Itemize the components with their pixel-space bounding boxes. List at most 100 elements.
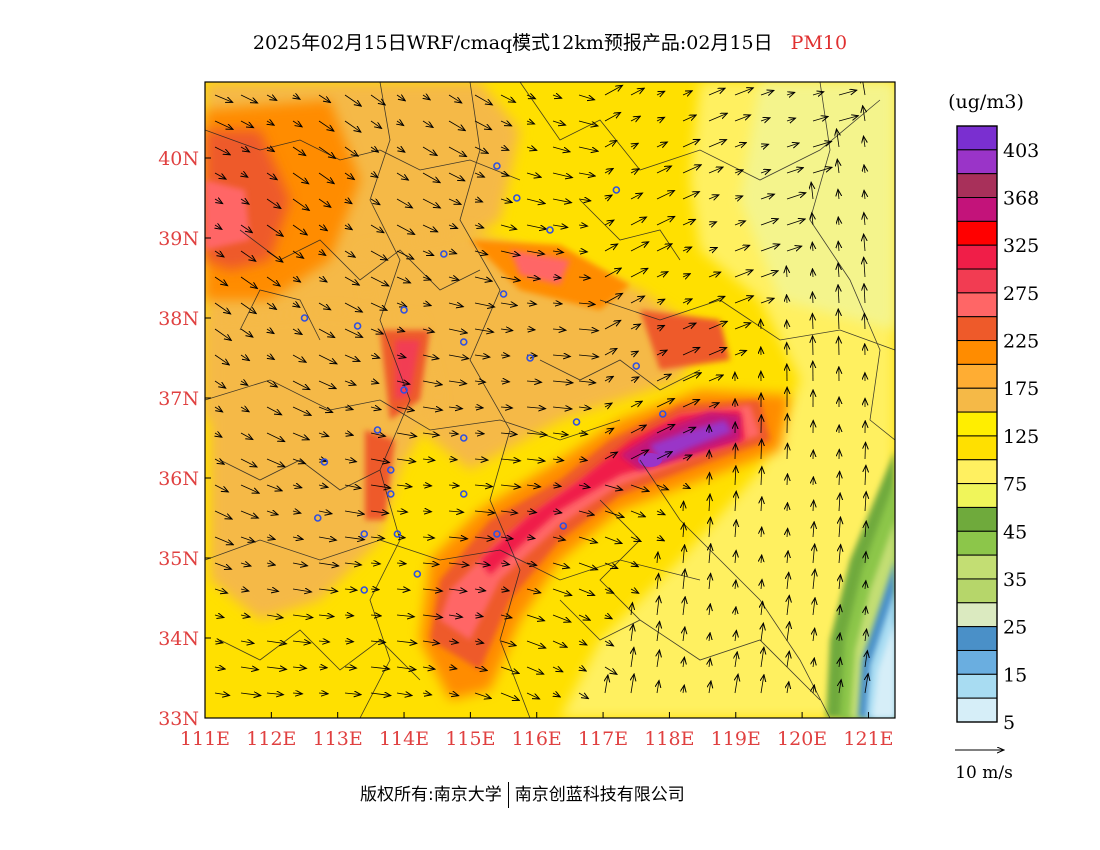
wind-arrow [683,597,685,616]
wind-arrow [708,272,721,277]
wind-arrow [448,667,457,669]
wind-arrow [422,537,434,538]
wind-arrow [604,244,618,252]
wind-arrow [735,520,736,538]
wind-arrow [734,170,743,173]
wind-arrow [657,681,659,694]
wind-arrow [683,627,685,642]
wind-arrow [604,141,617,148]
wind-arrow [812,314,813,330]
lon-label: 118E [644,728,694,750]
wind-arrow [630,193,642,200]
wind-arrow [292,667,306,668]
wind-arrow [474,589,486,591]
wind-arrow [578,615,590,620]
wind-arrow [266,641,286,644]
wind-arrow [839,471,840,486]
wind-arrow [370,329,383,334]
legend-swatch [956,244,998,270]
wind-arrow [656,399,674,408]
wind-arrow [422,355,439,359]
wind-arrow [526,224,547,229]
wind-arrow [370,485,391,488]
company-name: 南京创蓝科技有限公司 [514,785,685,805]
wind-arrow [605,615,612,619]
station-marker [413,570,422,578]
wind-arrow [422,693,431,695]
wind-arrow [500,615,512,618]
wind-arrow [266,484,282,491]
wind-arrow [500,485,521,487]
wind-arrow [240,407,249,412]
wind-arrow [578,251,587,252]
wind-arrow [318,225,327,231]
wind-arrow [526,692,540,699]
wind-arrow [863,136,865,148]
wind-arrow [396,485,412,487]
wind-arrow [631,674,634,694]
wind-arrow [266,432,285,442]
wind-arrow [215,225,222,229]
wind-arrow [370,667,389,669]
wind-arrow [708,113,727,122]
wind-arrow [318,537,336,540]
wind-arrow [578,485,590,487]
wind-arrow [578,693,588,699]
wind-arrow [422,277,431,280]
wind-arrow [344,459,356,462]
wind-arrow [422,198,440,208]
wind-arrow [422,563,439,564]
wind-arrow [474,459,488,460]
wind-arrow [422,615,443,617]
station-marker [612,186,621,194]
wind-arrow [708,140,727,148]
wind-arrow [292,250,304,258]
station-marker [526,354,534,362]
wind-arrow [865,442,866,460]
wind-arrow [708,167,723,174]
wind-arrow [630,537,641,541]
wind-arrow [761,675,764,694]
wind-arrow [552,251,563,252]
wind-arrow [526,303,536,304]
wind-arrow [396,667,416,670]
wind-arrow [319,251,326,255]
legend-swatch [956,197,998,222]
footer-divider [507,782,509,808]
wind-arrow [552,172,572,178]
wind-arrow [370,641,385,642]
wind-arrow [214,615,224,617]
wind-arrow [500,225,517,229]
wind-arrow [812,116,828,121]
wind-arrow [292,432,309,440]
wind-arrow [683,274,690,277]
wind-arrow [500,94,515,102]
wind-arrow [578,407,591,409]
wind-arrow [370,589,379,590]
wind-arrow [682,323,696,330]
wind-arrow [500,303,517,306]
wind-arrow [836,129,839,148]
station-marker [400,306,408,314]
wind-arrow [761,579,762,590]
wind-arrow [839,605,840,616]
wind-arrow [474,692,491,698]
wind-arrow [604,536,622,543]
wind-arrow [344,537,364,540]
wind-arrow [240,120,254,128]
wind-arrow [630,377,639,381]
wind-arrow [630,450,649,460]
wind-arrow [630,116,640,121]
wind-arrow [214,407,223,412]
wind-arrow [786,246,802,251]
wind-arrow [240,536,255,542]
wind-arrow [474,199,483,202]
wind-arrow [552,667,563,672]
wind-arrow [552,303,562,304]
wind-arrow [448,172,465,181]
wind-arrow [734,245,750,252]
wind-arrow [214,251,224,257]
wind-arrow [630,425,646,434]
wind-arrow [240,250,256,261]
wind-arrow [656,511,665,515]
